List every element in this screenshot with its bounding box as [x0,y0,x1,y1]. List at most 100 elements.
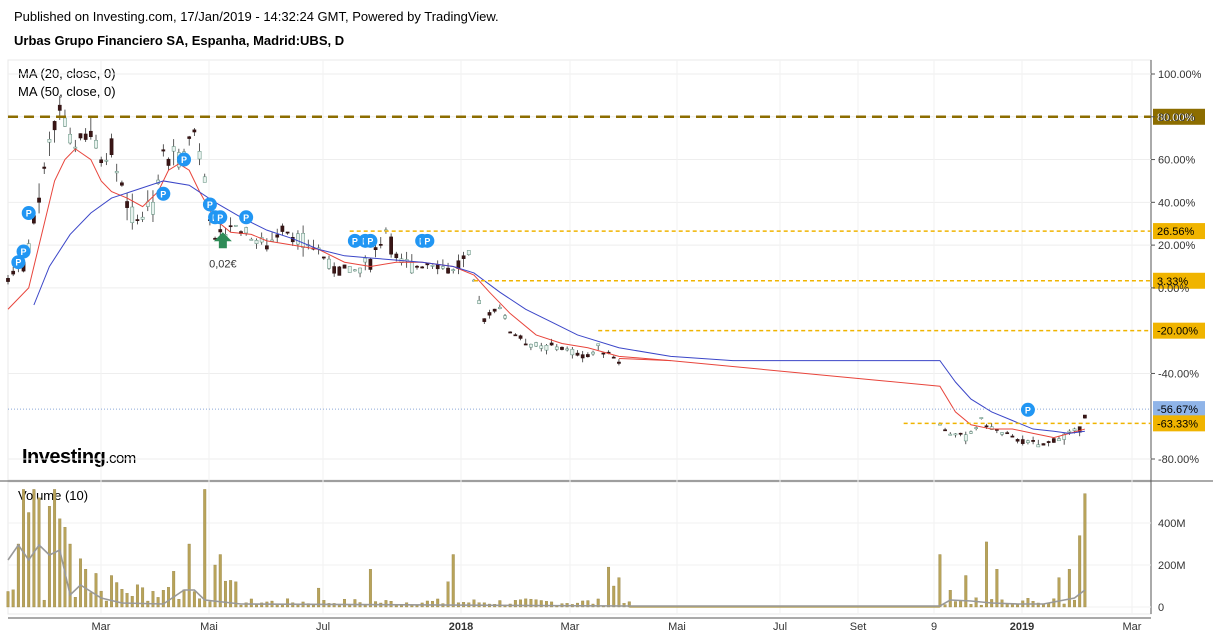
candle-body [953,433,958,436]
p-marker-label: P [424,236,430,246]
candle-body [1077,426,1082,433]
volume-bar [612,585,616,608]
volume-bar [596,598,600,608]
candle-body [523,343,528,346]
volume-bar [508,603,512,608]
volume-bar [327,603,331,608]
ma20-label[interactable]: MA (20, close, 0) [18,66,116,81]
volume-bar [539,600,543,608]
candle-body [177,152,181,168]
symbol-title: Urbas Grupo Financiero SA, Espanha, Madr… [14,33,345,48]
volume-bar [524,598,528,608]
candle-body [456,260,461,270]
candle-body [529,343,533,348]
candle-body [321,256,326,259]
volume-bar [1021,600,1025,608]
candle-body [52,121,57,131]
volume-bar [104,600,108,608]
volume-bar [37,497,41,608]
candle-body [259,237,264,243]
candle-body [63,117,67,127]
price-tick-label: 100.00% [1158,69,1202,81]
candle-body [565,348,569,351]
price-tick-label: -80.00% [1158,454,1199,466]
volume-bar [239,604,243,608]
p-marker-icon [156,186,171,201]
volume-bar [94,573,98,608]
volume-bar [208,601,212,608]
volume-bar [363,604,367,608]
candle-body [415,265,419,268]
volume-bar [591,603,595,608]
price-panel [7,59,1152,481]
level-tag-label: -20.00% [1157,326,1198,338]
time-tick-label: Mar [92,621,111,633]
candle-body [218,229,223,233]
candle-body [42,166,47,169]
candle-body [166,158,171,166]
volume-bar [177,599,181,608]
candle-body [611,356,616,359]
level-tag-label: -63.33% [1157,418,1198,430]
price-gap-line [618,357,671,362]
volume-bar [146,600,150,608]
candle-body [6,278,10,282]
candle-body [1000,432,1004,435]
volume-bar [99,590,103,608]
volume-label[interactable]: Volume (10) [18,488,89,503]
p-marker-label: P [160,189,166,199]
p-marker-label: P [217,213,223,223]
volume-bar [410,605,414,608]
volume-bar [255,604,258,608]
volume-bar [84,569,88,608]
volume-bar [374,601,378,608]
candle-body [32,215,36,224]
candle-body [306,244,311,247]
volume-bar [953,601,957,608]
dividend-label: 0,02€ [209,258,237,270]
time-tick-label: Set [850,621,867,633]
candle-body [554,346,559,350]
p-marker-label: P [15,258,21,268]
candle-body [487,312,492,316]
candle-body [513,334,518,337]
volume-bar [586,600,590,608]
candle-body [1031,440,1035,442]
ma50-label[interactable]: MA (50, close, 0) [18,84,116,99]
volume-bar [53,489,57,608]
candle-body [145,201,150,207]
volume-bar [234,581,238,608]
price-tick-label: 0.00% [1158,283,1189,295]
candle-body [1015,439,1020,442]
candle-body [394,253,399,259]
candle-body [1072,428,1077,431]
candle-body [156,179,160,184]
candle-body [99,159,104,163]
axes: 100.00% 80.00% 60.00% 40.00% 20.00% 0.00% -40.… [92,69,1202,633]
candle-body [1005,432,1010,435]
candle-body [974,427,978,429]
candle-body [120,182,124,186]
candle-body [948,433,953,436]
candle-body [254,240,259,244]
candle-body [57,104,62,111]
time-tick-label: 2019 [1010,621,1034,633]
candle-body [270,239,274,242]
volume-bar [79,558,82,608]
volume-bar [570,604,574,608]
candle-body [963,434,968,442]
volume-bar [1016,604,1020,608]
p-marker-icon [16,244,31,259]
volume-bar [607,566,611,608]
candle-body [617,361,621,364]
volume-bar [161,590,165,608]
volume-bar [529,598,533,608]
candle-body [560,346,564,350]
candle-body [1026,440,1030,443]
price-tick-label: -40.00% [1158,368,1199,380]
level-tag-label: -56.67% [1157,404,1198,416]
volume-bar [198,598,202,608]
volume-bar [22,489,25,608]
volume-bar [1067,569,1071,608]
